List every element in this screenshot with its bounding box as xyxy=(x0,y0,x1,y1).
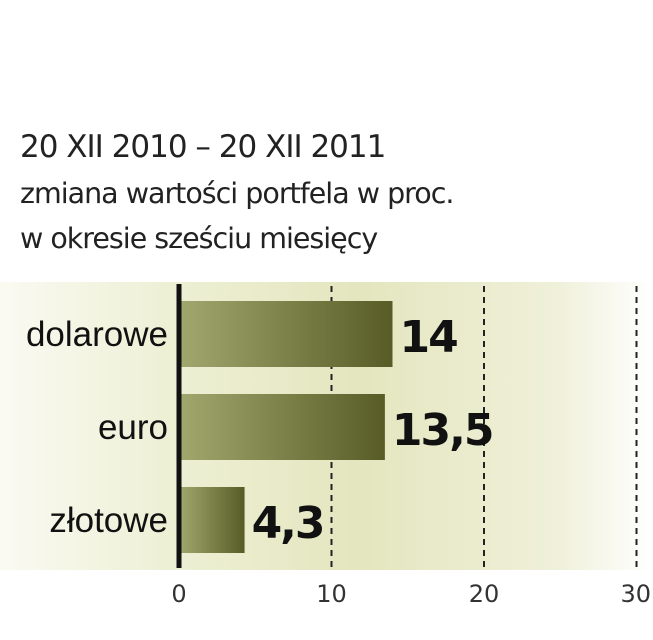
value-label: 4,3 xyxy=(252,498,324,549)
chart-title: 20 XII 2010 – 20 XII 2011 zmiana wartośc… xyxy=(20,124,454,261)
bar-dolarowe xyxy=(179,301,393,367)
value-label: 13,5 xyxy=(392,405,493,456)
x-tick-label: 10 xyxy=(316,580,347,608)
title-line-3: w okresie sześciu miesięcy xyxy=(20,222,378,255)
x-tick-label: 20 xyxy=(469,580,500,608)
bar-euro xyxy=(179,394,385,460)
value-label: 14 xyxy=(400,312,458,363)
x-tick-label: 0 xyxy=(171,580,186,608)
category-label: dolarowe xyxy=(26,315,168,354)
title-line-2: zmiana wartości portfela w proc. xyxy=(20,177,454,210)
category-label: euro xyxy=(98,408,168,447)
title-line-1: 20 XII 2010 – 20 XII 2011 xyxy=(20,129,386,165)
category-label: złotowe xyxy=(49,501,168,540)
x-tick-label: 30 xyxy=(620,580,651,608)
bar-złotowe xyxy=(179,487,245,553)
